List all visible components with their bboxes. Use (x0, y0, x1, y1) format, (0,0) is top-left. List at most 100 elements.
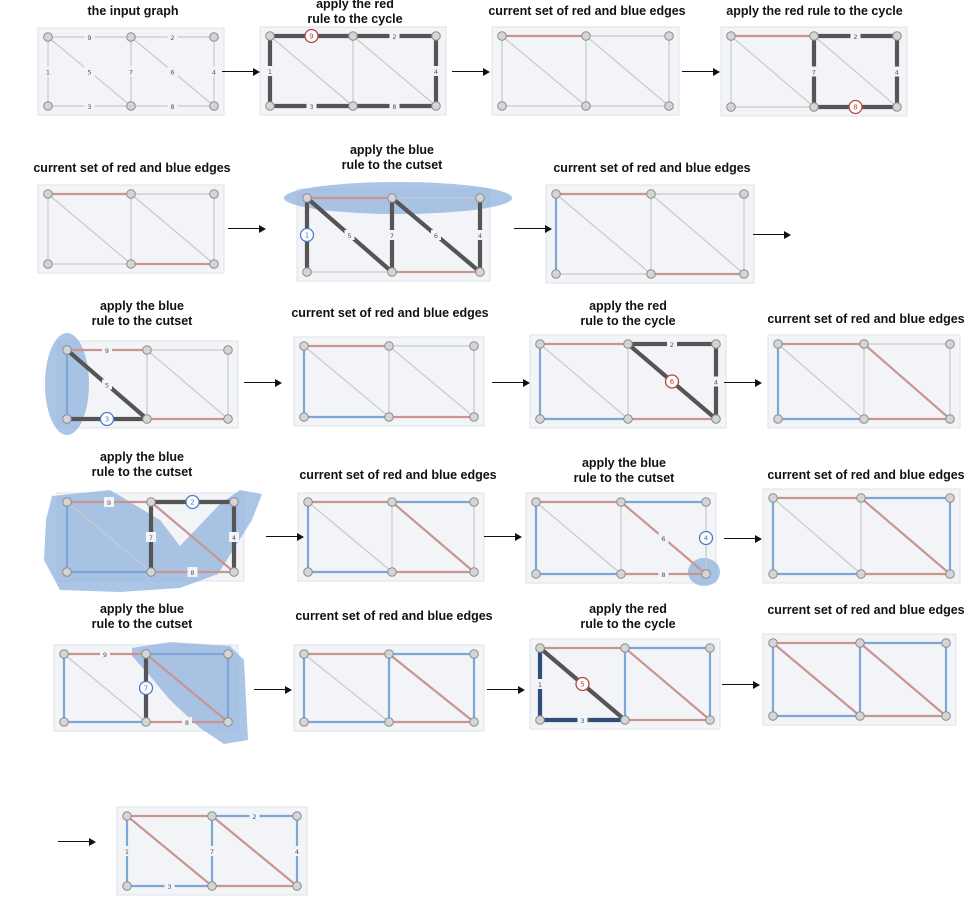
graph-node (945, 414, 955, 424)
graph-node (497, 31, 507, 41)
graph-edge-e5 (47, 193, 132, 265)
graph-node (348, 31, 358, 41)
graph-node (469, 497, 479, 507)
caption-line: apply the red (316, 0, 394, 11)
marker-weight-label: 4 (704, 535, 709, 543)
marker-weight-label: 6 (670, 378, 675, 386)
graph-node (705, 643, 715, 653)
edge-weight-label: 8 (190, 569, 194, 577)
edge-weight-label: 9 (87, 34, 91, 42)
graph-panel: 1 3 5 (529, 638, 721, 730)
graph-node (623, 339, 633, 349)
graph-edge-e5 (777, 343, 865, 420)
graph-node (209, 189, 219, 199)
edge-weight-label: 7 (390, 232, 394, 240)
graph-edge-e6 (585, 35, 670, 107)
blue-rule-marker (138, 680, 154, 696)
graph-node (299, 412, 309, 422)
edge-weight-label: 4 (478, 232, 482, 240)
graph-node (142, 345, 152, 355)
edge-weight-label: 1 (46, 69, 50, 77)
graph-node (62, 497, 72, 507)
caption-blue-rule-d: apply the blue rule to the cutset (562, 456, 686, 486)
graph-node (384, 717, 394, 727)
graph-node (62, 414, 72, 424)
weight-label-bg (209, 66, 219, 77)
graph-panel (37, 184, 225, 274)
graph-node (705, 715, 715, 725)
graph-node (431, 101, 441, 111)
weight-label-bg (182, 717, 192, 727)
graph-node (59, 649, 69, 659)
graph-node (265, 101, 275, 111)
graph-edge-e5 (539, 343, 629, 420)
graph-edge-e5 (555, 193, 652, 275)
graph-panel: 6 8 4 (525, 492, 720, 586)
caption-line: rule to the cutset (91, 314, 193, 328)
graph-node (856, 493, 866, 503)
graph-node (229, 567, 239, 577)
graph-node (122, 811, 132, 821)
weight-label-bg (387, 230, 397, 240)
edge-weight-label: 2 (252, 813, 256, 821)
graph-node (773, 414, 783, 424)
caption-line: rule to the cutset (341, 158, 443, 172)
caption-blue-rule-a: apply the blue rule to the cutset (330, 143, 454, 173)
graph-node (142, 414, 152, 424)
graph-node (303, 497, 313, 507)
red-rule-marker (664, 374, 680, 389)
graph-node (768, 638, 778, 648)
weight-label-bg (306, 101, 317, 111)
graph-edge-e5 (63, 653, 147, 723)
graph-node (711, 339, 721, 349)
caption-current-i: current set of red and blue edges (767, 603, 965, 617)
weight-label-bg (167, 66, 178, 77)
edge-weight-label: 4 (895, 69, 899, 77)
graph-node (348, 101, 358, 111)
step-arrow (514, 224, 552, 234)
edge-weight-label: 9 (103, 651, 107, 659)
graph-node (209, 101, 219, 111)
graph-edge-e6 (390, 500, 476, 574)
graph-node (809, 102, 819, 112)
graph-edge-e6 (859, 496, 952, 576)
graph-node (126, 189, 136, 199)
blue-rule-marker (99, 411, 115, 427)
graph-edge-e5 (66, 501, 152, 573)
graph-node (59, 717, 69, 727)
graph-node (292, 811, 302, 821)
graph-node (859, 414, 869, 424)
edge-weight-label: 1 (125, 848, 129, 856)
caption-line: rule to the cutset (91, 617, 193, 631)
step-arrow (58, 837, 96, 847)
caption-red-rule-c: apply the red rule to the cycle (566, 299, 690, 329)
graph-panel: 2 7 4 8 (720, 26, 908, 117)
step-arrow (753, 230, 791, 240)
graph-edge-e5 (772, 497, 862, 575)
graph-panel: 9 5 3 (45, 333, 239, 435)
caption-line: apply the blue (349, 143, 435, 157)
edge-weight-label: 1 (538, 681, 542, 689)
weight-label-bg (249, 811, 260, 821)
graph-node (664, 101, 674, 111)
graph-node (209, 32, 219, 42)
edge-weight-label: 6 (170, 69, 174, 77)
graph-node (126, 101, 136, 111)
step-arrow (492, 378, 530, 388)
graph-node (855, 638, 865, 648)
graph-node (739, 189, 749, 199)
edge-weight-label: 3 (309, 103, 313, 111)
graph-panel: 9 8 7 (53, 642, 248, 744)
edge-weight-label: 7 (210, 848, 214, 856)
weight-label-bg (167, 101, 178, 111)
weight-label-bg (892, 66, 902, 77)
edge-weight-label: 4 (434, 68, 438, 76)
caption-line: rule to the cutset (573, 471, 675, 485)
weight-label-bg (102, 345, 112, 355)
graph-node (229, 497, 239, 507)
weight-label-bg (43, 66, 53, 77)
graph-panel (293, 336, 485, 427)
graph-node (768, 711, 778, 721)
graph-node (859, 339, 869, 349)
weight-label-bg (431, 230, 441, 240)
